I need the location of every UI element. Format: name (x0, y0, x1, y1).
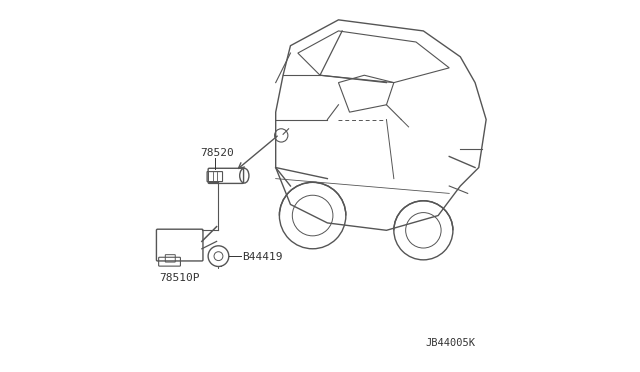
Text: JB44005K: JB44005K (425, 339, 475, 349)
Text: 78520: 78520 (200, 148, 234, 158)
Text: B44419: B44419 (242, 252, 282, 262)
Text: 78510P: 78510P (159, 273, 200, 283)
